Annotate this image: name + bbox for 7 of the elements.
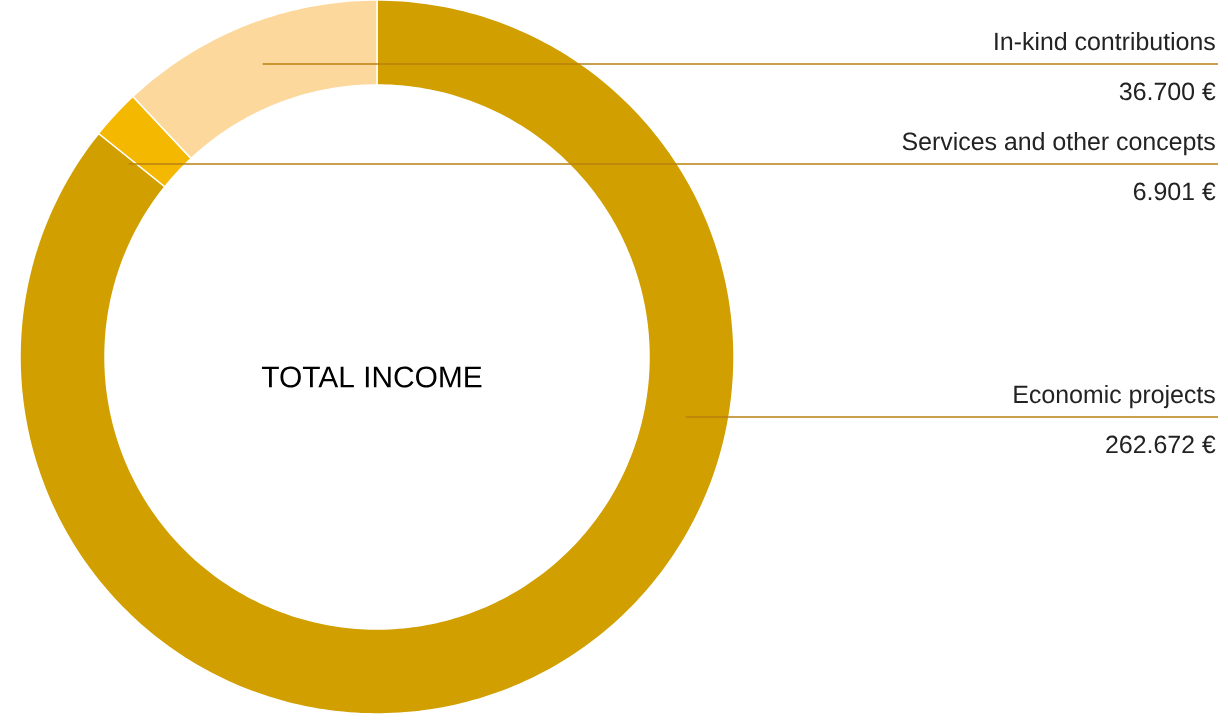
slice-label: Services and other concepts	[902, 131, 1215, 156]
slice-label: In-kind contributions	[995, 31, 1215, 51]
data-label: 6.901 €	[1133, 182, 1216, 201]
data-label: 262.672 €	[1106, 435, 1216, 454]
data-label: 36.700 €	[1119, 82, 1216, 101]
text: TOTAL INCOME	[261, 366, 482, 388]
slice-label: Economic projects	[1014, 384, 1215, 409]
